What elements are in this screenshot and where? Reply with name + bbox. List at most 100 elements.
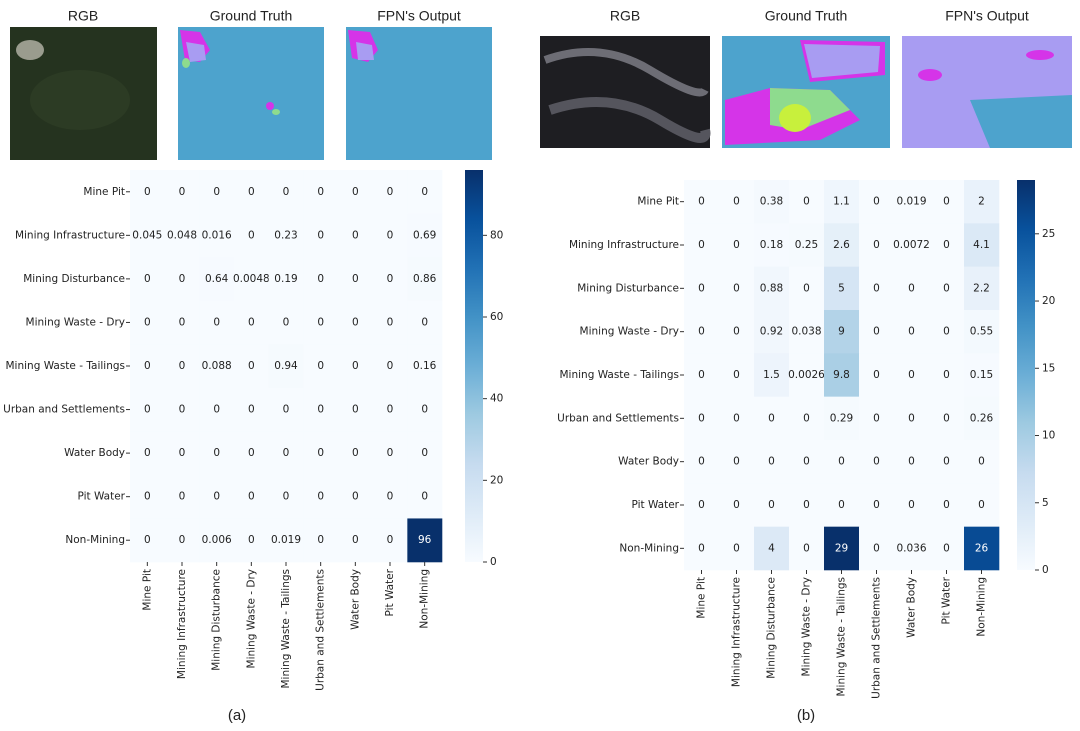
x-tick-label: Mining Infrastructure (176, 569, 188, 679)
x-tick-label: Non-Mining (976, 577, 988, 637)
cell-label: 0.23 (274, 229, 297, 241)
heatmap-cell (372, 518, 408, 563)
cell-label: 0 (733, 282, 740, 294)
heatmap-cell (407, 474, 443, 519)
heatmap-cell (684, 440, 720, 484)
cell-label: 0.19 (274, 273, 297, 285)
cell-label: 0 (908, 369, 915, 381)
x-tick-label: Non-Mining (419, 569, 431, 629)
heatmap-cell (894, 223, 930, 267)
heatmap-cell (130, 518, 165, 563)
cell-label: 0 (733, 499, 740, 511)
cell-label: 0 (144, 316, 151, 328)
cell-label: 0 (352, 360, 359, 372)
cell-label: 9 (838, 326, 845, 338)
cell-label: 0 (352, 186, 359, 198)
heatmap-cell (859, 396, 895, 441)
heatmap-cell (824, 310, 860, 354)
image-fpn-output (902, 36, 1072, 148)
cell-label: 0 (213, 447, 220, 459)
cell-label: 0 (144, 534, 151, 546)
heatmap-cell (407, 431, 443, 476)
cell-label: 0 (144, 186, 151, 198)
heatmap-cell (929, 440, 965, 484)
image-title: RGB (68, 8, 98, 24)
heatmap-cell (199, 170, 235, 214)
heatmap-cell (130, 344, 165, 389)
cell-label: 0 (317, 186, 324, 198)
heatmap-cell (684, 310, 720, 354)
heatmap-cell (789, 483, 825, 527)
heatmap-cell (719, 266, 755, 311)
cell-label: 0 (248, 186, 255, 198)
cell-label: 0 (421, 404, 428, 416)
cell-label: 0.088 (202, 360, 232, 372)
colorbar-tick-label: 60 (490, 311, 503, 323)
heatmap-cell (719, 180, 755, 224)
cell-label: 0 (179, 186, 186, 198)
heatmap-cell (130, 170, 165, 214)
cell-label: 0 (248, 229, 255, 241)
cell-label: 0 (387, 316, 394, 328)
heatmap-cell (338, 431, 373, 476)
heatmap-cell (964, 483, 1000, 527)
cell-label: 0.0048 (233, 273, 270, 285)
cell-label: 0 (248, 360, 255, 372)
cell-label: 0 (943, 326, 950, 338)
x-tick-label: Pit Water (384, 568, 396, 616)
cell-label: 4.1 (973, 239, 990, 251)
heatmap-cell (130, 257, 165, 301)
cell-label: 0.036 (896, 542, 926, 554)
cell-label: 0 (144, 404, 151, 416)
heatmap-cell (234, 257, 269, 301)
cell-label: 0 (352, 229, 359, 241)
cell-label: 29 (835, 542, 848, 554)
cell-label: 0 (248, 491, 255, 503)
cell-label: 0 (698, 456, 705, 468)
cell-label: 0 (768, 456, 775, 468)
heatmap-cell (964, 223, 1000, 267)
heatmap-cell (684, 526, 720, 571)
heatmap-cell (234, 300, 269, 345)
heatmap-cell (338, 300, 373, 345)
cell-label: 0 (352, 447, 359, 459)
heatmap-cell (789, 396, 825, 441)
cell-label: 0 (943, 412, 950, 424)
heatmap-cell (859, 180, 895, 224)
heatmap-cell (964, 526, 1000, 571)
heatmap-cell (859, 353, 895, 397)
image-title: FPN's Output (377, 8, 461, 24)
heatmap-cell (234, 170, 269, 214)
x-tick-label: Pit Water (941, 576, 953, 624)
heatmap-cell (929, 396, 965, 441)
heatmap-cell (894, 396, 930, 441)
heatmap-cell (407, 518, 443, 563)
cell-label: 0 (352, 316, 359, 328)
cell-label: 0 (387, 404, 394, 416)
heatmap-cell (719, 310, 755, 354)
cell-label: 0 (908, 456, 915, 468)
cell-label: 1.1 (833, 196, 850, 208)
heatmap-cell (268, 518, 304, 563)
heatmap-cell (372, 474, 408, 519)
x-tick-label: Water Body (906, 577, 918, 638)
heatmap-cell (234, 518, 269, 563)
heatmap-cell (754, 310, 790, 354)
y-tick-label: Pit Water (631, 499, 679, 511)
cell-label: 0 (873, 542, 880, 554)
heatmap-cell (164, 170, 200, 214)
y-tick-label: Mine Pit (83, 186, 125, 198)
cell-label: 2.2 (973, 282, 990, 294)
x-tick-label: Mine Pit (141, 569, 153, 611)
heatmap-cell (894, 483, 930, 527)
heatmap-cell (338, 257, 373, 301)
cell-label: 0.25 (795, 239, 818, 251)
heatmap-cell (719, 223, 755, 267)
heatmap-cell (789, 180, 825, 224)
heatmap-cell (372, 213, 408, 258)
heatmap-cell (372, 300, 408, 345)
heatmap-cell (859, 266, 895, 311)
cell-label: 0 (387, 229, 394, 241)
heatmap-cell (407, 300, 443, 345)
